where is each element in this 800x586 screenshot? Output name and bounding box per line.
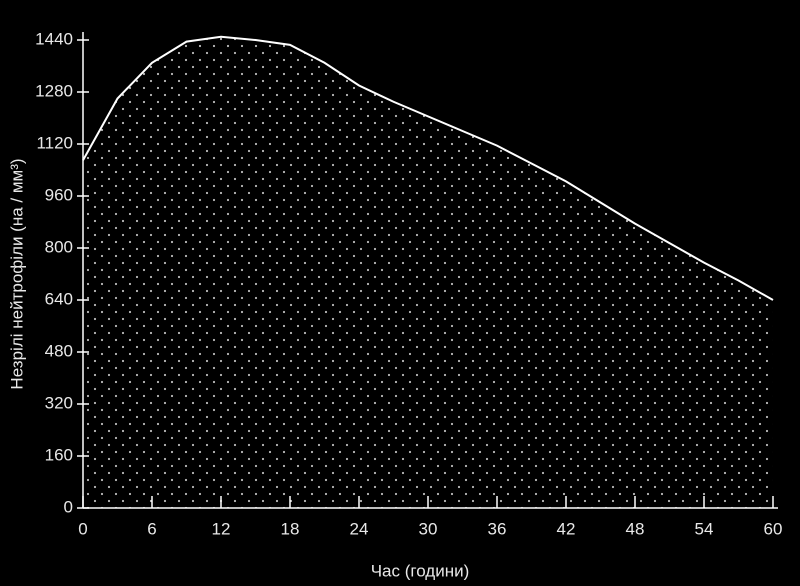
x-tick-label: 18 [281,519,300,538]
x-tick-label: 42 [557,519,576,538]
area-line [82,35,774,301]
y-tick-label: 320 [45,393,73,412]
x-axis-label: Час (години) [371,561,470,580]
y-tick-label: 1120 [36,133,73,152]
y-tick-label: 0 [64,497,73,516]
y-tick-label: 800 [45,237,73,256]
y-tick-label: 960 [45,185,73,204]
x-tick-label: 24 [350,519,369,538]
x-tick-label: 60 [764,519,783,538]
y-tick-label: 160 [45,445,73,464]
x-tick-label: 54 [695,519,714,538]
y-axis-label: Незрілі нейтрофіли (на / мм³) [7,158,26,389]
x-tick-label: 36 [488,519,507,538]
y-tick-label: 640 [45,289,73,308]
y-tick-label: 480 [45,341,73,360]
x-tick-label: 12 [212,519,231,538]
y-tick-label: 1440 [35,29,73,48]
x-tick-label: 0 [78,519,87,538]
y-tick-label: 1280 [35,81,73,100]
x-tick-label: 48 [626,519,645,538]
x-tick-label: 30 [419,519,438,538]
area-fill [83,36,773,508]
x-tick-label: 6 [147,519,156,538]
